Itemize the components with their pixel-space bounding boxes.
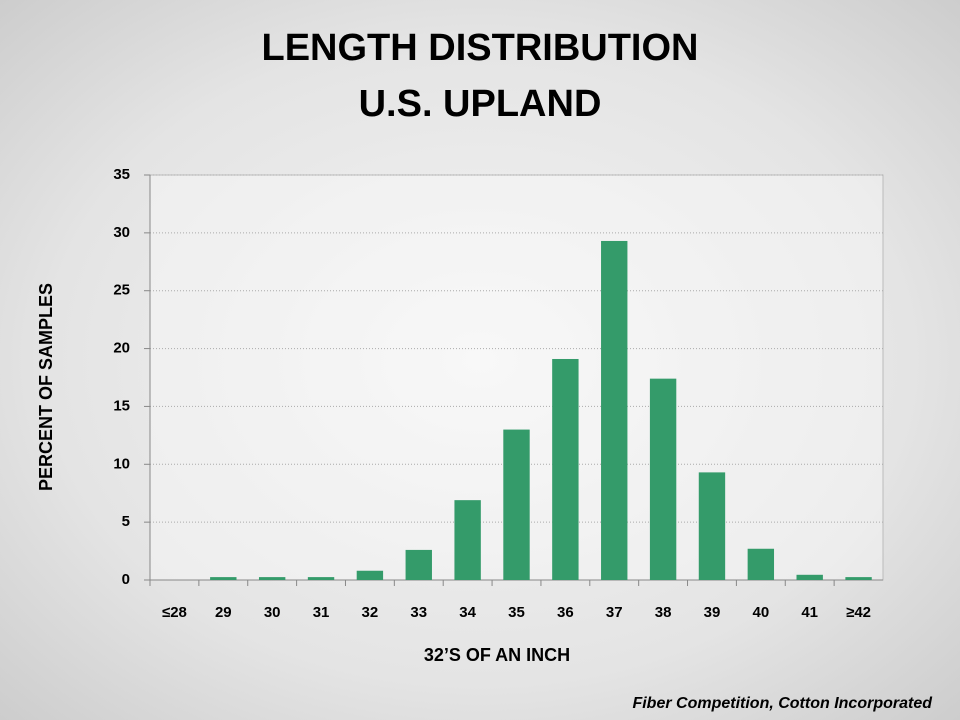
x-tick-label: 40 (752, 604, 769, 621)
x-tick-label: 37 (606, 604, 623, 621)
y-tick-label: 10 (113, 455, 130, 472)
x-tick-label: 30 (264, 604, 281, 621)
bar (552, 358, 579, 580)
x-axis-title: 32’S OF AN INCH (424, 645, 570, 665)
y-tick-label: 15 (113, 397, 130, 414)
y-tick-label: 5 (122, 513, 130, 530)
x-tick-label: ≥42 (846, 604, 871, 621)
bar (747, 548, 775, 580)
x-tick-label: 33 (410, 604, 427, 621)
bar (845, 577, 872, 580)
y-tick-label: 0 (122, 571, 130, 588)
bar (796, 574, 823, 580)
chart-title: LENGTH DISTRIBUTION (262, 27, 699, 69)
x-tick-label: 39 (704, 604, 721, 621)
x-tick-label: 41 (801, 604, 818, 621)
bar (307, 577, 335, 580)
y-tick-label: 35 (113, 166, 130, 183)
source-note: Fiber Competition, Cotton Incorporated (632, 695, 933, 712)
x-tick-label: 35 (508, 604, 525, 621)
bar (356, 570, 384, 580)
bar (503, 429, 530, 580)
y-axis-title: PERCENT OF SAMPLES (36, 283, 56, 491)
bar (258, 577, 286, 580)
x-tick-label: 32 (362, 604, 379, 621)
bar (405, 549, 432, 580)
bar (454, 500, 481, 580)
x-tick-label: 29 (215, 604, 232, 621)
y-tick-label: 20 (113, 340, 130, 357)
y-tick-label: 30 (113, 224, 130, 241)
x-tick-label: ≤28 (162, 604, 187, 621)
x-tick-label: 36 (557, 604, 574, 621)
x-tick-label: 31 (313, 604, 330, 621)
bar (698, 472, 726, 580)
bar (601, 240, 628, 580)
chart-title: U.S. UPLAND (359, 83, 602, 125)
x-tick-label: 38 (655, 604, 672, 621)
y-tick-label: 25 (113, 282, 130, 299)
bar (210, 577, 237, 580)
x-tick-label: 34 (459, 604, 476, 621)
bar (649, 378, 677, 580)
